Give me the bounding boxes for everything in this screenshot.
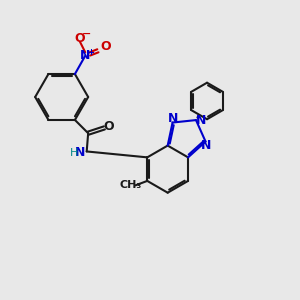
Text: +: +: [87, 48, 94, 57]
Text: O: O: [104, 120, 114, 133]
Text: CH₃: CH₃: [119, 180, 142, 190]
Text: N: N: [167, 112, 178, 125]
Text: −: −: [82, 28, 91, 38]
Text: N: N: [75, 146, 86, 159]
Text: N: N: [196, 114, 206, 127]
Text: O: O: [100, 40, 111, 53]
Text: N: N: [80, 49, 90, 62]
Text: N: N: [200, 139, 211, 152]
Text: O: O: [75, 32, 85, 45]
Text: H: H: [70, 148, 79, 158]
